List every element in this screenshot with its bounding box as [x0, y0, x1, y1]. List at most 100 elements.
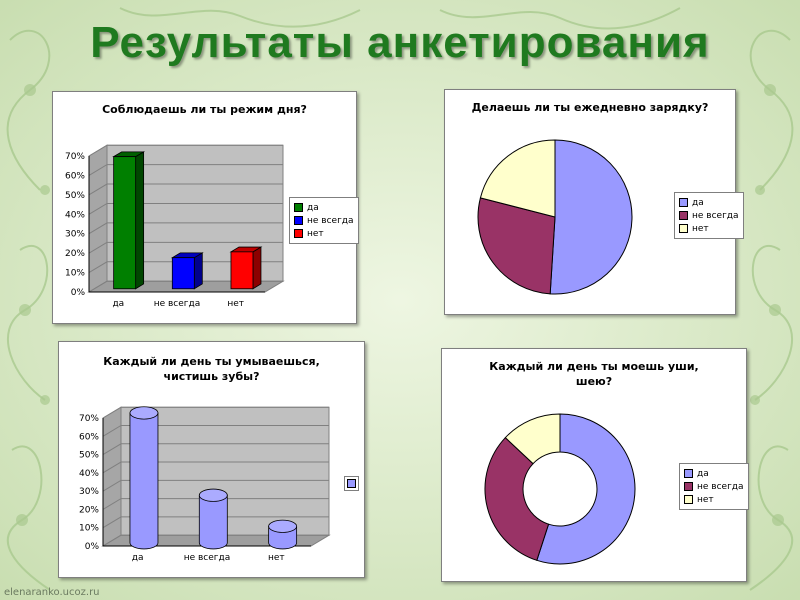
chart-washing-panel: 0% 10% 20% 30% 40% 50% 60% 70% да не всегда нет Ка… — [58, 341, 365, 578]
y-tick-label: 60% — [79, 432, 99, 442]
chart-exercise-legend: да не всегда нет — [674, 192, 744, 239]
chart-exercise-title: Делаешь ли ты ежедневно зарядку? — [471, 101, 709, 114]
chart-exercise-panel: Делаешь ли ты ежедневно зарядку? да не в… — [444, 89, 744, 315]
bar-side — [135, 151, 145, 290]
legend-item: не всегда — [679, 209, 739, 222]
gridline — [102, 498, 329, 510]
pie-slice — [484, 436, 550, 561]
legend-item: да — [684, 467, 744, 480]
pie-slice — [536, 413, 636, 565]
x-tick-label: не всегда — [154, 299, 201, 309]
legend-item — [347, 479, 356, 488]
x-tick-label: да — [112, 299, 124, 309]
legend-swatch — [679, 198, 688, 207]
pie-slice — [479, 139, 556, 218]
y-tick-label: 10% — [79, 524, 99, 534]
x-tick-label: нет — [227, 299, 244, 309]
legend-label: нет — [692, 223, 709, 234]
chart-ears-legend: да не всегда нет — [679, 463, 749, 510]
pie-slice — [504, 413, 561, 465]
chart-ears — [484, 413, 636, 565]
legend-swatch — [684, 469, 693, 478]
y-tick-label: 20% — [65, 249, 85, 259]
y-tick-label: 0% — [85, 542, 100, 552]
chart-ears-title-line: Каждый ли день ты моешь уши, — [489, 360, 699, 373]
chart-exercise — [477, 139, 633, 295]
y-tick-label: 50% — [79, 451, 99, 461]
bar-top — [268, 519, 298, 533]
x-tick-label: не всегда — [184, 553, 231, 563]
legend-label: да — [697, 468, 709, 479]
y-tick-label: 70% — [79, 414, 99, 424]
legend-swatch — [294, 203, 303, 212]
y-tick-label: 10% — [65, 269, 85, 279]
y-tick-label: 40% — [65, 210, 85, 220]
bar — [171, 257, 195, 290]
legend-label: не всегда — [307, 215, 354, 226]
gridline — [88, 164, 283, 176]
bar — [230, 251, 254, 290]
bar — [198, 494, 228, 550]
gridline — [102, 406, 329, 419]
bar-side — [193, 252, 203, 290]
pie-slice — [477, 197, 556, 295]
chart-daily-routine-legend: да не всегда нет — [289, 197, 359, 244]
legend-item: да — [679, 196, 739, 209]
chart-ears-title: Каждый ли день ты моешь уши, шею? — [442, 359, 746, 389]
gridline — [88, 202, 283, 215]
legend-swatch — [679, 224, 688, 233]
y-tick-label: 50% — [65, 191, 85, 201]
gridline — [102, 479, 329, 492]
gridline — [102, 516, 329, 529]
bar-side — [252, 246, 262, 290]
chart-daily-routine-title: Соблюдаешь ли ты режим дня? — [102, 103, 307, 116]
chart-daily-routine: 0% 10% 20% 30% 40% 50% 60% 70% да не всегда нет — [65, 144, 285, 309]
bar-top — [129, 406, 159, 420]
x-tick-label: нет — [268, 553, 285, 563]
legend-swatch — [294, 229, 303, 238]
legend-label: не всегда — [697, 481, 744, 492]
chart-ears-panel: Каждый ли день ты моешь уши, шею? да не … — [441, 348, 749, 582]
y-tick-label: 0% — [71, 288, 86, 298]
legend-swatch — [684, 495, 693, 504]
y-tick-label: 20% — [79, 505, 99, 515]
chart-ears-title-line: шею? — [575, 375, 613, 388]
legend-swatch — [684, 482, 693, 491]
gridline — [88, 183, 283, 196]
legend-swatch — [347, 479, 356, 488]
pie-slice — [549, 139, 633, 295]
y-tick-label: 30% — [79, 487, 99, 497]
legend-label: нет — [697, 494, 714, 505]
gridline — [88, 222, 283, 235]
gridline — [102, 424, 329, 437]
x-tick-label: да — [132, 553, 144, 563]
chart-washing-title-line: Каждый ли день ты умываешься, — [103, 355, 320, 368]
gridline — [88, 144, 283, 157]
gridline — [102, 534, 329, 547]
legend-item: не всегда — [294, 214, 354, 227]
plot-side-wall — [102, 406, 122, 547]
y-tick-label: 60% — [65, 171, 85, 181]
legend-label: да — [307, 202, 319, 213]
y-tick-label: 70% — [65, 152, 85, 162]
gridline — [102, 443, 329, 456]
legend-item: да — [294, 201, 354, 214]
plot-side-wall — [88, 144, 108, 293]
legend-swatch — [679, 211, 688, 220]
gridline — [102, 461, 329, 474]
legend-swatch — [294, 216, 303, 225]
chart-washing: 0% 10% 20% 30% 40% 50% 60% 70% да не всегда нет — [79, 406, 331, 563]
bar — [129, 412, 159, 550]
legend-item: нет — [684, 493, 744, 506]
legend-item: нет — [679, 222, 739, 235]
chart-washing-title: Каждый ли день ты умываешься, чистишь зу… — [59, 354, 364, 384]
y-tick-label: 30% — [65, 230, 85, 240]
legend-item: не всегда — [684, 480, 744, 493]
gridline — [88, 261, 283, 274]
gridline — [88, 280, 283, 293]
legend-label: да — [692, 197, 704, 208]
chart-washing-legend — [344, 476, 359, 491]
gridline — [88, 241, 283, 254]
bar — [113, 156, 137, 290]
legend-item: нет — [294, 227, 354, 240]
